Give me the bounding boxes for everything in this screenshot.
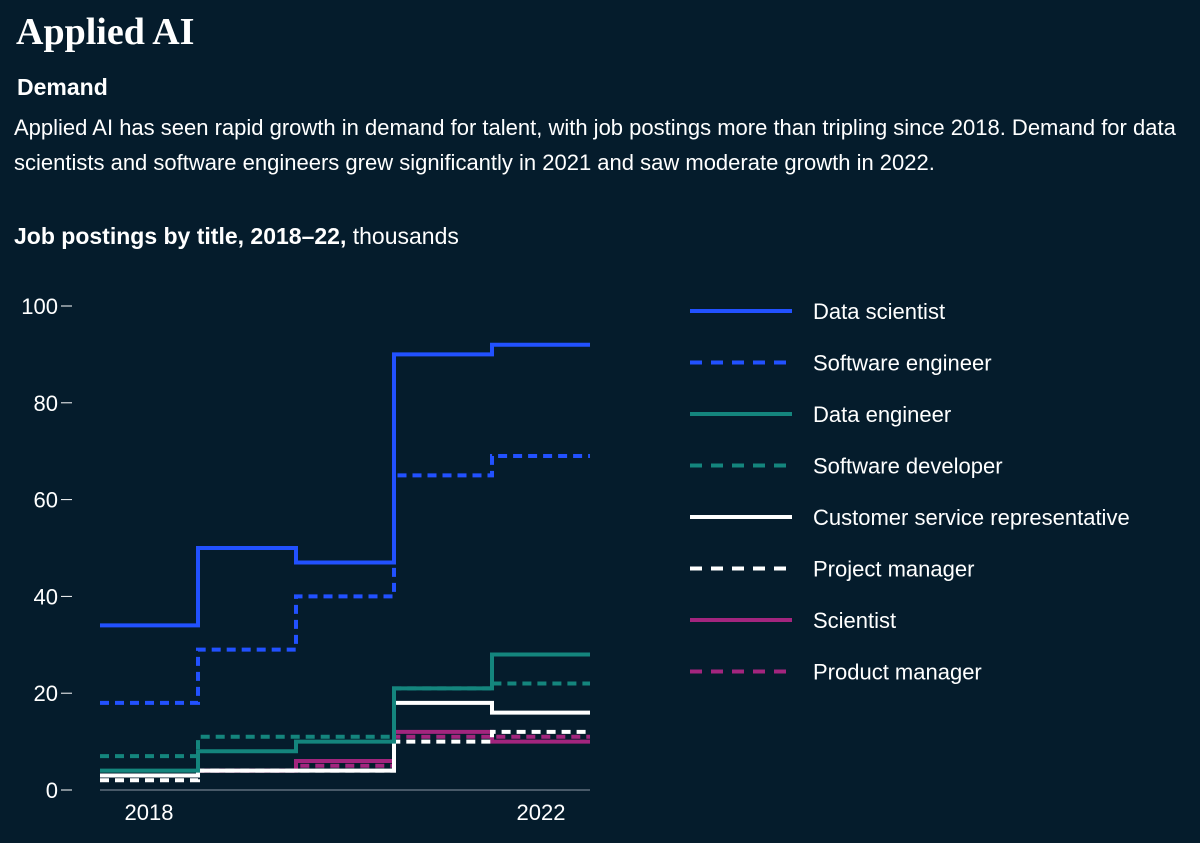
legend-label: Data engineer [813,402,951,427]
section-subtitle: Demand [17,74,108,100]
legend-label: Product manager [813,660,982,685]
legend-label: Customer service representative [813,505,1130,530]
series-line-data-scientist [100,342,590,628]
x-tick-label: 2018 [125,800,174,825]
legend-item-customer-service-representative: Customer service representative [690,505,1130,530]
legend-item-data-engineer: Data engineer [690,402,951,427]
chart-title-main: Job postings by title, 2018–22, [14,223,347,249]
section-description: Applied AI has seen rapid growth in dema… [14,115,1176,175]
legend-label: Project manager [813,557,974,582]
y-tick-label: 60 [34,488,58,513]
legend-label: Software engineer [813,351,992,376]
x-tick-label: 2022 [517,800,566,825]
y-tick-label: 100 [21,294,58,319]
x-axis: 2018 2022 [100,789,590,825]
y-tick-label: 0 [46,778,58,803]
chart-title: Job postings by title, 2018–22, thousand… [14,220,459,252]
series-line-data-engineer [100,652,590,773]
y-axis: 0 20 40 60 80 100 [21,294,72,803]
y-tick-label: 80 [34,391,58,416]
chart-title-unit: thousands [346,223,459,249]
legend-item-software-developer: Software developer [690,454,1003,479]
legend-label: Scientist [813,608,896,633]
page-title: Applied AI [16,11,195,53]
series-line-software-engineer [100,454,590,705]
legend-label: Data scientist [813,299,945,324]
legend-item-scientist: Scientist [690,608,896,633]
legend-item-project-manager: Project manager [690,557,974,582]
series-line-project-manager [100,729,590,783]
plot-area [100,342,590,783]
series-line-customer-service-representative [100,700,590,778]
legend-item-software-engineer: Software engineer [690,351,992,376]
y-tick-label: 20 [34,681,58,706]
legend: Data scientist Software engineer Data engi… [690,299,1130,685]
legend-item-product-manager: Product manager [690,660,982,685]
legend-label: Software developer [813,454,1003,479]
legend-item-data-scientist: Data scientist [690,299,945,324]
series-line-software-developer [100,681,590,759]
y-tick-label: 40 [34,584,58,609]
